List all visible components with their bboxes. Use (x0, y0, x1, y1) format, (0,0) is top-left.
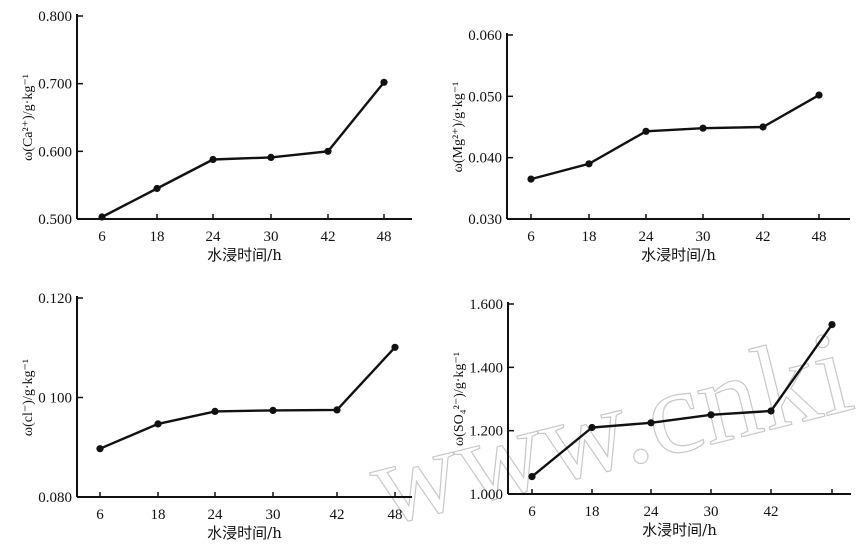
chart-2-x-tick-label: 18 (582, 229, 597, 245)
chart-1-y-tick-label: 0.800 (38, 9, 72, 25)
chart-1-data-point (153, 184, 161, 193)
chart-1-data-point (98, 213, 106, 221)
chart-3-y-tick-label: 0.120 (38, 291, 72, 307)
chart-1-x-tick-label: 30 (264, 229, 279, 245)
chart-4-series-line (531, 323, 833, 478)
chart-2-x-tick-label: 24 (639, 229, 655, 245)
chart-2-data-point (815, 91, 823, 99)
chart-4-x-axis-label: 水浸时间/h (642, 521, 717, 539)
chart-4-x-tick-label: 42 (764, 504, 779, 520)
chart-1-x-axis-label: 水浸时间/h (207, 246, 282, 264)
chart-4-x-tick-label: 30 (704, 504, 719, 520)
chart-2-x-tick-label: 48 (812, 229, 827, 245)
chart-1-data-point (209, 155, 217, 164)
chart-3-data-point (333, 406, 341, 414)
chart-2-y-tick-label: 0.040 (468, 151, 502, 167)
chart-1-x-tick-label: 18 (150, 229, 165, 245)
chart-2-y-tick-label: 0.050 (468, 89, 502, 105)
chart-1-y-axis-label: ω(Ca²⁺)/g·kg⁻¹ (21, 74, 36, 161)
chart-2-data-point (759, 123, 767, 131)
chart-4-y-tick-label: 1.600 (469, 297, 503, 313)
chart-4-data-point (828, 321, 836, 329)
chart-3-x-axis-label: 水浸时间/h (207, 524, 282, 542)
chart-1-x-tick-label: 24 (206, 229, 222, 245)
chart-4-x-tick-label: 18 (585, 504, 600, 520)
chart-3-y-axis-label: ω(cl⁻)/g·kg⁻¹ (21, 359, 36, 436)
chart-2-data-point (585, 160, 593, 168)
chart-4-x-tick-label: 6 (528, 504, 536, 520)
chart-4-y-tick-label: 1.000 (469, 487, 503, 503)
chart-4-data-point (588, 423, 596, 432)
chart-2-x-tick-label: 42 (756, 229, 771, 245)
chart-3-data-point (391, 343, 399, 351)
chart-4-x-tick-label: 24 (644, 504, 660, 520)
chart-3-x-tick-label: 24 (208, 507, 224, 523)
chart-3-data-point (211, 407, 219, 415)
chart-3-data-point (154, 420, 162, 428)
chart-1-data-point (267, 153, 275, 161)
chart-4-y-axis-label: ω(SO₄²⁻)/g·kg⁻¹ (452, 352, 467, 446)
chart-3-x-tick-label: 48 (388, 507, 403, 523)
chart-2-x-axis-label: 水浸时间/h (641, 246, 716, 264)
chart-1-y-tick-label: 0.700 (38, 77, 72, 93)
chart-2-y-axis-label: ω(Mg²⁺)/g·kg⁻¹ (451, 82, 466, 173)
chart-4-data-point (767, 407, 775, 415)
chart-4-data-point (528, 473, 536, 481)
chart-1-y-tick-label: 0.600 (38, 144, 72, 160)
chart-2-y-tick-label: 0.030 (468, 212, 502, 228)
chart-2-x-tick-label: 30 (696, 229, 711, 245)
chart-3-data-point (96, 445, 104, 453)
chart-3-y-tick-label: 0 100 (38, 391, 72, 407)
chart-1-data-point (380, 78, 388, 86)
chart-1-y-tick-label: 0.500 (38, 212, 72, 228)
chart-4-data-point (707, 411, 715, 419)
chart-1-x-tick-label: 42 (321, 229, 336, 245)
chart-3-data-point (269, 406, 277, 414)
chart-3-series-line (99, 346, 396, 450)
chart-1-series-line (101, 81, 385, 219)
chart-3-x-tick-label: 42 (330, 507, 345, 523)
chart-2-data-point (642, 127, 650, 135)
chart-2-data-point (699, 124, 707, 132)
chart-1-x-tick-label: 6 (98, 229, 106, 245)
chart-2-data-point (527, 175, 535, 183)
chart-3-x-tick-label: 30 (266, 507, 281, 523)
chart-2-x-tick-label: 6 (527, 229, 535, 245)
chart-3-y-tick-label: 0.080 (38, 490, 72, 506)
chart-3-x-tick-label: 18 (151, 507, 166, 523)
chart-3-x-tick-label: 6 (96, 507, 104, 523)
watermark-text: www.cnki.net (357, 262, 857, 546)
chart-1-x-tick-label: 48 (377, 229, 392, 245)
chart-2-series-line (530, 94, 820, 181)
chart-4-y-tick-label: 1.400 (469, 360, 503, 376)
chart-2-y-tick-label: 0.060 (468, 28, 502, 44)
chart-1-data-point (324, 147, 332, 155)
chart-4-data-point (647, 419, 655, 427)
chart-4-y-tick-label: 1.200 (469, 424, 503, 440)
